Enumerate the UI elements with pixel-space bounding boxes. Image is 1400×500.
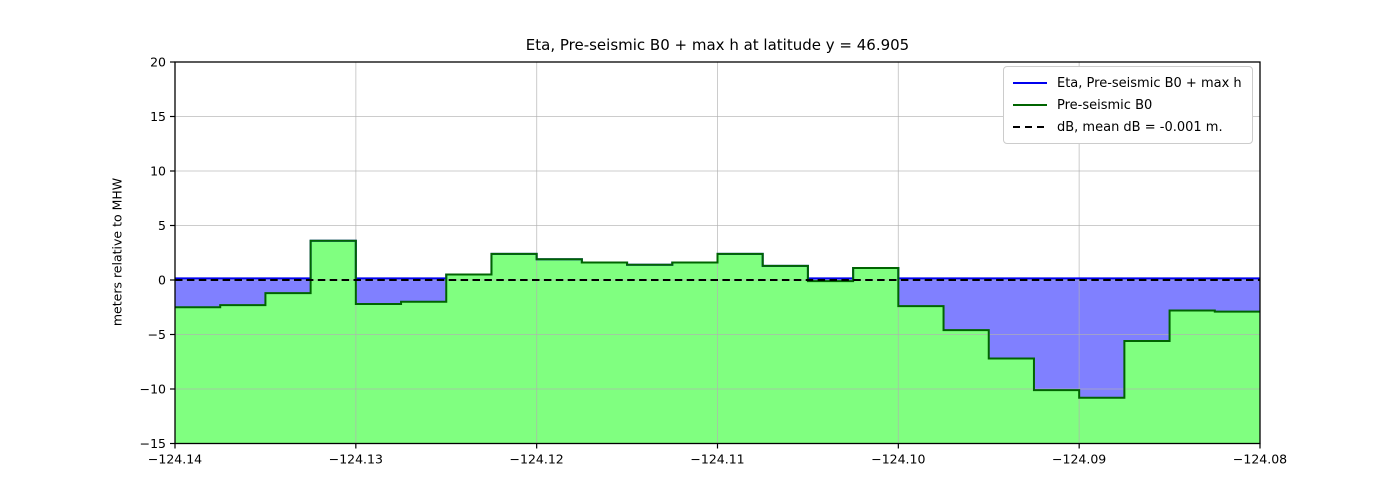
x-tick-label: −124.13 [329,452,383,467]
b0-line-sample [1013,104,1047,106]
x-tick-label: −124.09 [1052,452,1106,467]
chart-title: Eta, Pre-seismic B0 + max h at latitude … [525,36,910,54]
b0-line [175,239,1260,399]
x-tick-label: −124.10 [871,452,925,467]
db-dashed-line-sample [1013,126,1047,128]
legend-label-b0: Pre-seismic B0 [1057,97,1153,113]
legend-label-db: dB, mean dB = -0.001 m. [1057,119,1223,135]
legend-item-db: dB, mean dB = -0.001 m. [1013,116,1244,138]
eta-line-sample [1013,82,1047,84]
y-tick-label: −10 [140,381,166,396]
x-tick-label: −124.12 [510,452,564,467]
y-tick-label: 5 [158,218,166,233]
y-tick-label: −5 [148,327,166,342]
y-tick-label: 0 [158,272,166,287]
y-axis-label: meters relative to MHW [109,177,125,327]
legend-label-eta: Eta, Pre-seismic B0 + max h [1057,75,1242,91]
y-tick-label: 20 [150,54,166,69]
x-tick-label: −124.11 [690,452,744,467]
x-tick-label: −124.08 [1233,452,1287,467]
legend-item-b0: Pre-seismic B0 [1013,94,1244,116]
x-tick-label: −124.14 [148,452,202,467]
y-tick-label: 15 [150,109,166,124]
legend: Eta, Pre-seismic B0 + max h Pre-seismic … [1003,66,1253,144]
legend-item-eta: Eta, Pre-seismic B0 + max h [1013,72,1244,94]
y-tick-label: 10 [150,163,166,178]
y-tick-label: −15 [140,436,166,451]
